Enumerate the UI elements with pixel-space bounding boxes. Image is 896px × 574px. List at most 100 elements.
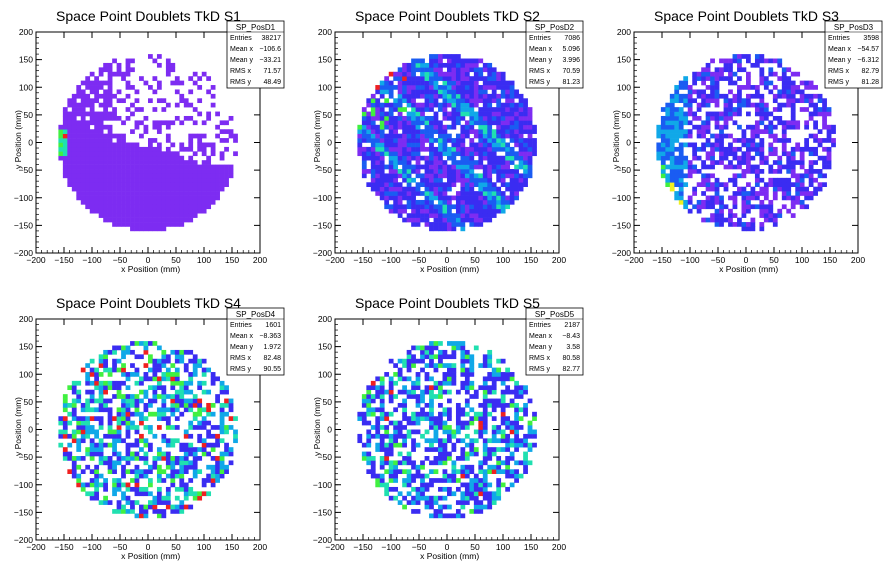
heatmap-cell <box>85 85 91 90</box>
heatmap-cell <box>687 129 693 134</box>
heatmap-cell <box>473 102 479 108</box>
heatmap-cell <box>786 177 792 183</box>
heatmap-cell <box>464 191 470 196</box>
heatmap-cell <box>737 217 742 223</box>
heatmap-cell <box>143 146 149 152</box>
heatmap-cell <box>379 433 385 439</box>
heatmap-cell <box>831 124 836 130</box>
heatmap-cell <box>406 213 412 218</box>
heatmap-cell <box>67 151 73 157</box>
heatmap-cell <box>103 67 108 73</box>
heatmap-cell <box>165 199 171 205</box>
heatmap-cell <box>206 407 212 413</box>
heatmap-cell <box>469 213 475 218</box>
heatmap-cell <box>754 204 760 210</box>
heatmap-cell <box>393 169 399 174</box>
heatmap-cell <box>469 407 475 413</box>
heatmap-cell <box>669 98 675 104</box>
heatmap-cell <box>370 464 376 470</box>
heatmap-cell <box>455 98 461 104</box>
heatmap-cell <box>192 363 198 368</box>
heatmap-cell <box>491 146 497 152</box>
heatmap-cell <box>433 155 439 161</box>
heatmap-cell <box>455 389 461 395</box>
heatmap-cell <box>201 420 207 426</box>
heatmap-cell <box>447 478 452 483</box>
heatmap-cell <box>71 429 77 435</box>
heatmap-cell <box>139 504 144 510</box>
heatmap-cell <box>741 213 747 218</box>
heatmap-cell <box>523 138 528 143</box>
heatmap-cell <box>464 433 470 439</box>
heatmap-cell <box>790 102 796 108</box>
heatmap-cell <box>496 133 502 139</box>
heatmap-cell <box>464 425 470 430</box>
heatmap-cell <box>433 469 439 474</box>
heatmap-cell <box>107 124 113 130</box>
heatmap-cell <box>397 133 403 139</box>
heatmap-cell <box>438 173 443 179</box>
heatmap-cell <box>76 482 82 488</box>
heatmap-cell <box>701 217 706 223</box>
heatmap-cell <box>107 213 113 218</box>
heatmap-cell <box>366 433 372 439</box>
heatmap-cell <box>429 416 434 421</box>
heatmap-cell <box>201 173 207 179</box>
heatmap-cell <box>732 173 738 179</box>
heatmap-cell <box>455 146 461 152</box>
heatmap-cell <box>505 416 511 421</box>
heatmap-cell <box>112 182 117 187</box>
heatmap-cell <box>768 169 774 174</box>
heatmap-cell <box>438 71 443 77</box>
heatmap-cell <box>447 155 452 161</box>
heatmap-cell <box>491 416 497 421</box>
heatmap-cell <box>143 204 149 210</box>
heatmap-cell <box>500 164 506 170</box>
heatmap-cell <box>714 160 720 165</box>
heatmap-cell <box>464 500 470 505</box>
heatmap-cell <box>759 226 765 232</box>
heatmap-cell <box>388 420 394 426</box>
heatmap-cell <box>402 89 407 95</box>
heatmap-svg: Space Point Doublets TkD S2−200 −150 −100−… <box>312 8 584 274</box>
heatmap-cell <box>94 124 100 130</box>
heatmap-cell <box>379 380 385 386</box>
heatmap-cell <box>442 182 448 187</box>
y-tick-label: 0 <box>626 138 631 148</box>
heatmap-cell <box>94 208 100 214</box>
heatmap-cell <box>197 411 203 417</box>
heatmap-cell <box>455 345 461 351</box>
heatmap-cell <box>384 425 390 430</box>
heatmap-cell <box>148 504 153 510</box>
heatmap-cell <box>464 385 470 391</box>
heatmap-cell <box>420 133 425 139</box>
heatmap-cell <box>469 98 475 104</box>
heatmap-cell <box>156 500 162 505</box>
heatmap-cell <box>429 442 434 448</box>
y-tick-label: 100 <box>318 82 332 92</box>
heatmap-cell <box>759 186 765 192</box>
heatmap-cell <box>411 142 416 148</box>
heatmap-cell <box>660 107 666 112</box>
heatmap-cell <box>509 199 515 205</box>
heatmap-cell <box>514 385 519 391</box>
y-tick-label: 0 <box>28 138 33 148</box>
heatmap-cell <box>121 76 126 81</box>
heatmap-cell <box>121 456 126 461</box>
heatmap-cell <box>143 115 149 121</box>
heatmap-cell <box>514 89 519 95</box>
heatmap-cell <box>496 456 502 461</box>
heatmap-cell <box>723 217 729 223</box>
heatmap-cell <box>473 438 479 444</box>
heatmap-cell <box>98 363 104 368</box>
heatmap-cell <box>103 186 108 192</box>
heatmap-cell <box>523 442 528 448</box>
heatmap-cell <box>455 102 461 108</box>
heatmap-cell <box>388 486 394 492</box>
heatmap-cell <box>447 85 452 90</box>
heatmap-cell <box>219 177 225 183</box>
heatmap-cell <box>402 398 407 404</box>
heatmap-cell <box>80 367 86 373</box>
heatmap-cell <box>433 217 439 223</box>
heatmap-cell <box>438 509 443 514</box>
